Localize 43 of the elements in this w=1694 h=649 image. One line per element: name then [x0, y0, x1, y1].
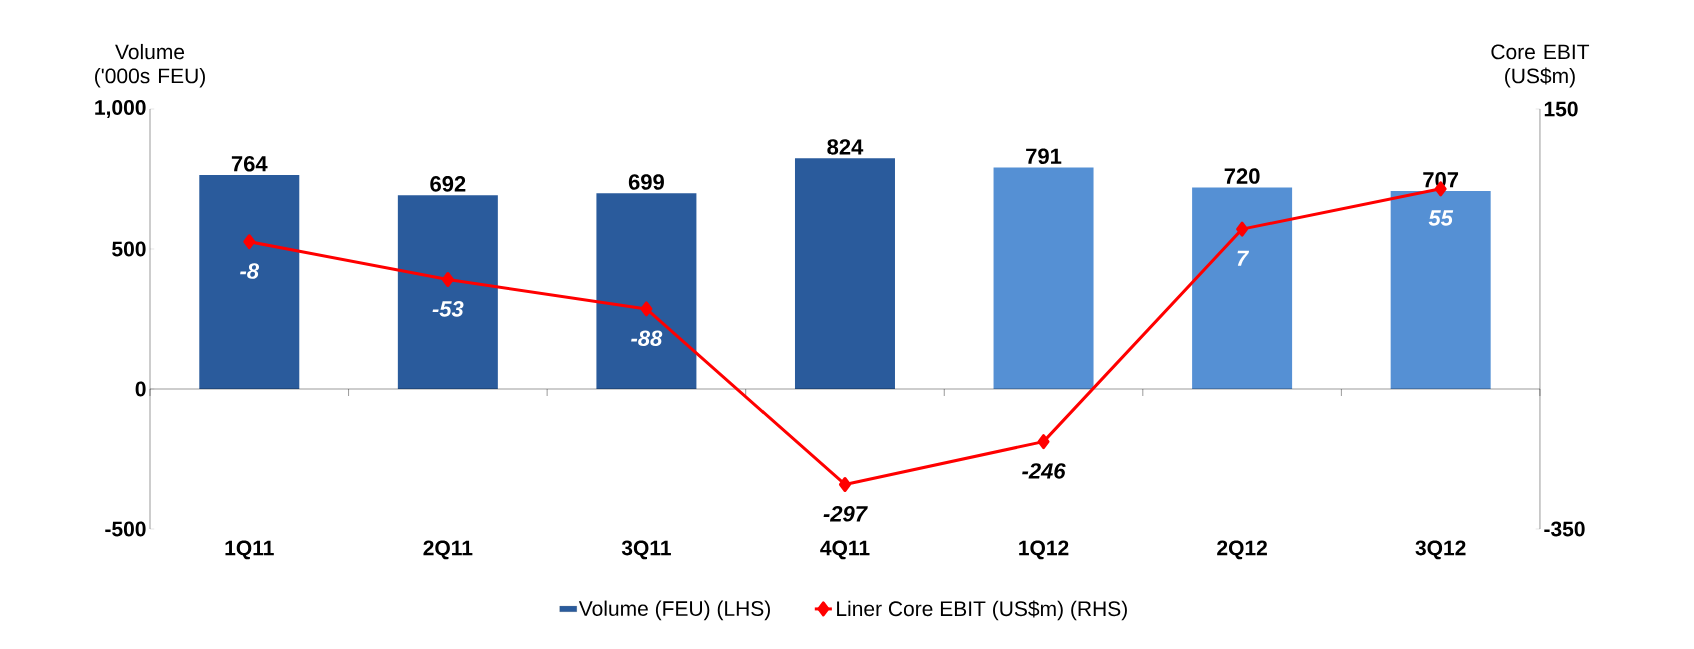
data-label: 791	[1026, 148, 1062, 164]
bar	[596, 193, 697, 389]
legend-label: Volume (FEU) (LHS)	[578, 600, 770, 621]
y2-tick-label: -350	[1544, 521, 1585, 537]
data-label: 720	[1224, 168, 1260, 184]
bar	[1390, 191, 1491, 389]
data-label: 7	[1237, 250, 1250, 266]
bar	[199, 175, 300, 389]
bar	[1192, 187, 1293, 389]
x-tick-label: 4Q11	[820, 540, 870, 560]
bar	[993, 167, 1094, 389]
data-label: 824	[827, 139, 864, 155]
x-tick-label: 3Q12	[1415, 540, 1466, 560]
data-label: 764	[231, 155, 268, 172]
y-tick-label: 500	[112, 241, 146, 257]
point	[1236, 221, 1249, 237]
data-label: -88	[631, 330, 663, 347]
data-label: -8	[240, 263, 260, 279]
legend-label: Liner Core EBIT (US$m) (RHS)	[837, 600, 1127, 621]
bar	[397, 195, 498, 389]
y-tick-label: -500	[105, 521, 146, 537]
data-label: 55	[1428, 210, 1454, 226]
bar	[794, 158, 895, 389]
point	[441, 272, 454, 288]
x-tick-label: 1Q12	[1019, 540, 1069, 560]
point	[1037, 434, 1050, 450]
x-tick-label: 2Q11	[423, 540, 473, 560]
y2-tick-label: 150	[1544, 101, 1578, 117]
data-label: 699	[628, 174, 664, 190]
x-tick-label: 1Q11	[225, 540, 274, 560]
data-label: -53	[432, 301, 464, 317]
y-tick-label: 1,000	[95, 100, 146, 118]
x-tick-label: 3Q11	[621, 540, 671, 560]
point	[640, 301, 653, 317]
point	[838, 476, 851, 492]
y2-axis-title: Core EBIT (US$m)	[1491, 44, 1590, 88]
x-tick-label: 2Q12	[1217, 540, 1267, 560]
data-label: -297	[823, 506, 868, 522]
data-label: 692	[430, 176, 466, 192]
point	[243, 234, 256, 250]
y-axis-title: Volume ('000s FEU)	[95, 43, 205, 88]
data-label: -246	[1022, 463, 1066, 479]
y-tick-label: 0	[135, 381, 146, 397]
